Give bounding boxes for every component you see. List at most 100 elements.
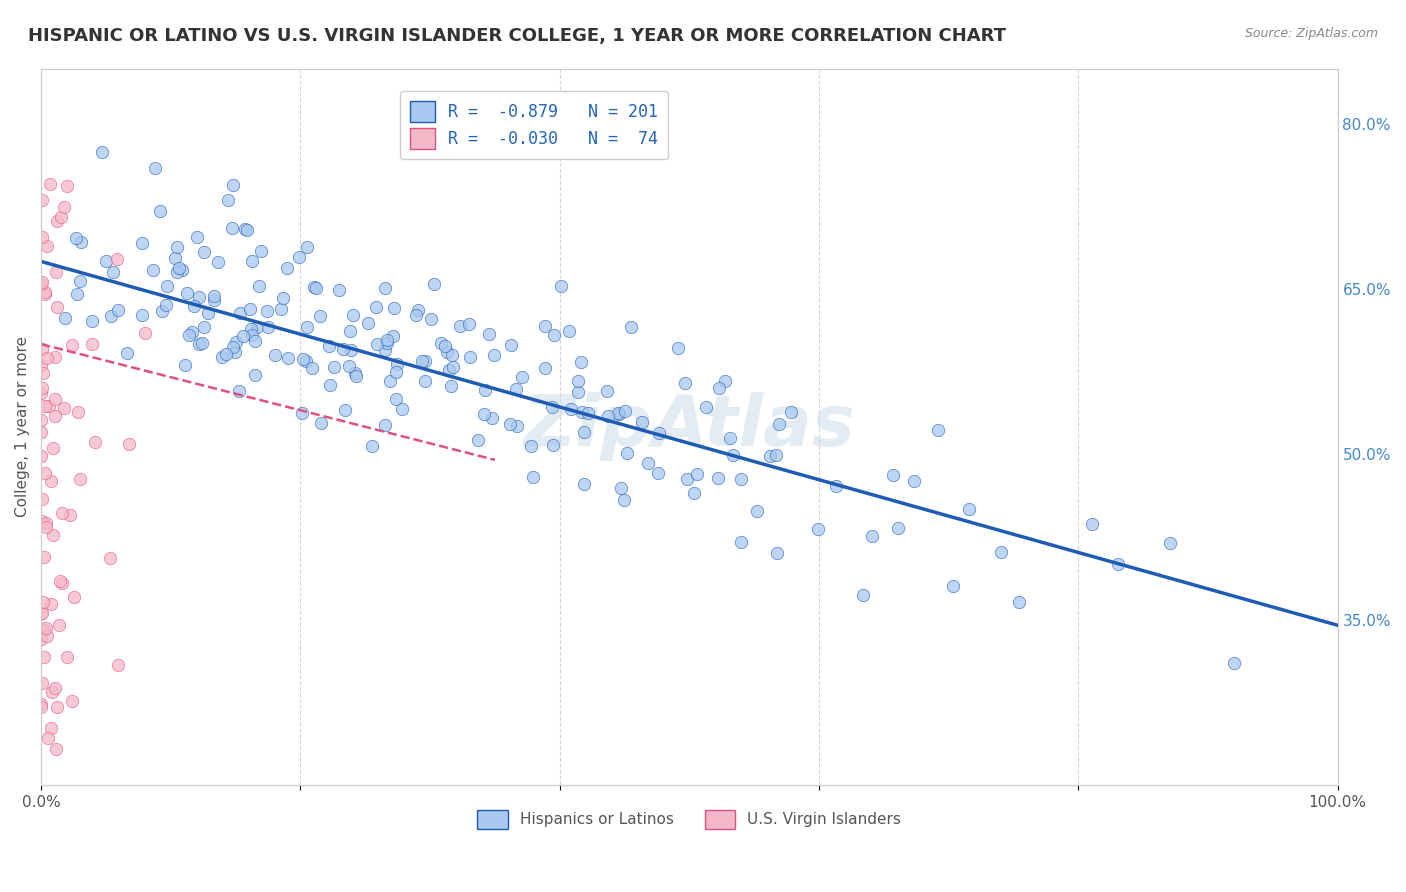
Point	[44, 681, 66, 695]
Point	[118, 436, 141, 450]
Point	[222, 178, 245, 192]
Point	[1008, 595, 1031, 609]
Point	[610, 481, 633, 495]
Point	[332, 342, 354, 356]
Point	[32, 650, 55, 665]
Point	[32, 366, 55, 380]
Point	[328, 283, 350, 297]
Point	[222, 340, 245, 354]
Point	[607, 406, 630, 420]
Point	[567, 374, 589, 388]
Point	[35, 351, 58, 366]
Point	[193, 319, 215, 334]
Point	[852, 588, 875, 602]
Point	[240, 327, 263, 342]
Point	[165, 251, 187, 265]
Point	[233, 221, 256, 235]
Point	[30, 413, 52, 427]
Point	[458, 317, 481, 331]
Text: ZipAtlas: ZipAtlas	[523, 392, 855, 461]
Point	[41, 685, 63, 699]
Point	[44, 350, 66, 364]
Point	[374, 417, 396, 432]
Point	[32, 549, 55, 564]
Point	[437, 363, 460, 377]
Point	[105, 252, 128, 266]
Point	[48, 617, 70, 632]
Point	[211, 350, 233, 364]
Point	[131, 236, 153, 251]
Point	[44, 409, 66, 423]
Point	[311, 416, 333, 430]
Point	[860, 529, 883, 543]
Point	[167, 260, 190, 275]
Point	[53, 310, 76, 325]
Point	[364, 300, 387, 314]
Legend: Hispanics or Latinos, U.S. Virgin Islanders: Hispanics or Latinos, U.S. Virgin Island…	[471, 804, 907, 835]
Point	[257, 319, 280, 334]
Point	[780, 405, 803, 419]
Point	[52, 200, 75, 214]
Point	[228, 384, 250, 398]
Point	[34, 623, 56, 637]
Point	[707, 471, 730, 485]
Point	[356, 316, 378, 330]
Point	[534, 318, 557, 333]
Point	[31, 381, 53, 395]
Point	[240, 254, 263, 268]
Point	[31, 492, 53, 507]
Point	[39, 597, 62, 611]
Point	[91, 145, 114, 159]
Point	[342, 308, 364, 322]
Point	[391, 401, 413, 416]
Point	[100, 309, 122, 323]
Point	[295, 319, 318, 334]
Point	[69, 274, 91, 288]
Point	[375, 333, 398, 347]
Point	[263, 348, 285, 362]
Point	[675, 472, 697, 486]
Point	[49, 574, 72, 589]
Point	[30, 425, 52, 439]
Point	[30, 700, 52, 714]
Point	[730, 472, 752, 486]
Point	[344, 368, 367, 383]
Point	[34, 286, 56, 301]
Point	[366, 337, 388, 351]
Point	[647, 466, 669, 480]
Point	[506, 419, 529, 434]
Point	[218, 193, 240, 207]
Point	[101, 265, 124, 279]
Point	[478, 326, 501, 341]
Point	[202, 293, 225, 307]
Point	[291, 406, 314, 420]
Point	[191, 336, 214, 351]
Point	[225, 334, 247, 349]
Point	[616, 445, 638, 459]
Point	[44, 392, 66, 406]
Point	[207, 255, 229, 269]
Point	[250, 244, 273, 259]
Point	[277, 351, 299, 365]
Point	[301, 360, 323, 375]
Point	[187, 290, 209, 304]
Point	[440, 378, 463, 392]
Point	[150, 303, 173, 318]
Point	[550, 278, 572, 293]
Point	[149, 203, 172, 218]
Point	[360, 438, 382, 452]
Point	[567, 385, 589, 400]
Point	[276, 260, 298, 275]
Point	[35, 516, 58, 530]
Point	[287, 250, 309, 264]
Point	[55, 178, 77, 193]
Point	[1107, 558, 1129, 572]
Point	[30, 606, 52, 620]
Point	[721, 448, 744, 462]
Point	[522, 469, 544, 483]
Point	[31, 515, 53, 529]
Point	[686, 467, 709, 481]
Point	[65, 231, 87, 245]
Point	[339, 324, 361, 338]
Point	[45, 742, 67, 756]
